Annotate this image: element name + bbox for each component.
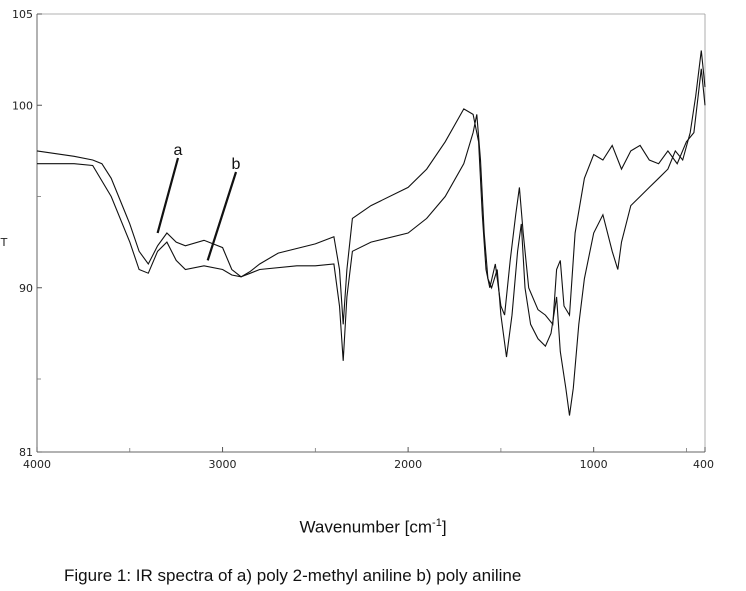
annotation-label-b: b bbox=[232, 156, 241, 173]
series-line-a bbox=[36, 68, 706, 326]
annotation-label-a: a bbox=[174, 142, 183, 159]
x-tick-label: 4000 bbox=[23, 458, 51, 471]
plot-frame bbox=[36, 13, 706, 453]
y-tick-label: 90 bbox=[19, 282, 33, 295]
x-axis-label-close: ] bbox=[441, 517, 447, 537]
y-axis-mark: T bbox=[0, 236, 8, 249]
y-tick-label: 100 bbox=[12, 99, 33, 112]
annotation-leader-b bbox=[206, 171, 238, 261]
x-tick-label: 400 bbox=[693, 458, 714, 471]
figure-caption: Figure 1: IR spectra of a) poly 2-methyl… bbox=[64, 566, 522, 585]
x-tick-label: 2000 bbox=[394, 458, 422, 471]
y-tick-label: 105 bbox=[12, 8, 33, 21]
x-tick-label: 1000 bbox=[580, 458, 608, 471]
tick-labels: 4000 3000 2000 1000 400 105 100 90 81 T bbox=[0, 8, 714, 471]
x-axis-label: Wavenumber [cm-1] bbox=[0, 517, 746, 538]
annotation-leader-a bbox=[156, 157, 180, 234]
x-axis-label-superscript: -1 bbox=[432, 517, 442, 529]
y-tick-label: 81 bbox=[19, 446, 33, 459]
annotation-layer: ab bbox=[156, 142, 241, 261]
series-layer bbox=[36, 50, 706, 416]
x-axis-label-text: Wavenumber [cm bbox=[299, 517, 433, 537]
x-tick-label: 3000 bbox=[209, 458, 237, 471]
tick-marks bbox=[36, 13, 706, 453]
series-line-b bbox=[37, 50, 706, 416]
